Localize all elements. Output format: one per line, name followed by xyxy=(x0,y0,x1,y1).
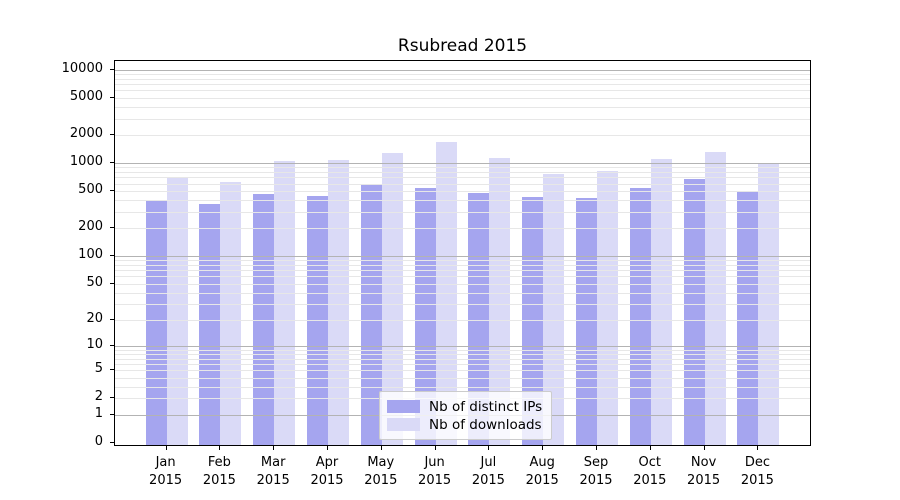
bar-distinct-ips-nov xyxy=(683,179,705,445)
bar-distinct-ips-dec xyxy=(737,191,759,445)
plot-area: Nb of distinct IPs Nb of downloads xyxy=(114,60,811,446)
x-tick-label: Apr 2015 xyxy=(310,455,344,488)
y-tick-mark xyxy=(110,413,115,415)
legend-label: Nb of distinct IPs xyxy=(429,398,543,415)
y-tick-label: 500 xyxy=(78,182,103,198)
legend-label: Nb of downloads xyxy=(429,416,542,433)
y-tick-label: 0 xyxy=(94,434,103,449)
y-tick-label: 20 xyxy=(86,310,103,326)
x-tick-label: Sep 2015 xyxy=(579,455,613,488)
minor-gridline xyxy=(115,97,810,99)
x-tick-label: Jan 2015 xyxy=(149,455,183,488)
x-tick-mark xyxy=(488,445,490,450)
bar-distinct-ips-oct xyxy=(629,187,651,445)
minor-gridline xyxy=(115,106,810,108)
x-axis: Jan 2015 Feb 2015 Mar 2015 Apr 2015 May 2015… xyxy=(114,445,811,497)
legend: Nb of distinct IPs Nb of downloads xyxy=(379,391,553,440)
bar-downloads-jul xyxy=(489,158,511,445)
x-tick-mark xyxy=(380,445,382,450)
y-tick-label: 2 xyxy=(94,389,103,405)
bar-distinct-ips-apr xyxy=(307,196,328,445)
bar-downloads-nov xyxy=(704,152,726,445)
y-tick-label: 10 xyxy=(86,336,103,352)
major-gridline xyxy=(115,69,810,71)
y-tick-label: 100 xyxy=(78,246,103,262)
y-tick-mark xyxy=(110,190,115,192)
minor-gridline xyxy=(115,90,810,92)
y-tick-mark xyxy=(110,369,115,371)
y-tick-mark xyxy=(110,96,115,98)
y-tick-label: 10000 xyxy=(61,60,103,76)
y-tick-mark xyxy=(110,227,115,229)
y-tick-label: 1 xyxy=(94,405,103,421)
bar-downloads-oct xyxy=(650,159,672,445)
x-tick-mark xyxy=(649,445,651,450)
bar-downloads-may xyxy=(381,152,403,445)
x-tick-label: Aug 2015 xyxy=(525,455,559,488)
legend-swatch xyxy=(387,418,420,431)
legend-swatch xyxy=(387,400,420,413)
bar-distinct-ips-feb xyxy=(199,204,221,445)
chart-title: Rsubread 2015 xyxy=(397,36,528,56)
x-tick-mark xyxy=(273,445,275,450)
x-tick-label: Mar 2015 xyxy=(256,455,290,488)
bar-downloads-feb xyxy=(220,181,242,445)
bar-downloads-aug xyxy=(543,173,565,445)
x-tick-label: Feb 2015 xyxy=(202,455,236,488)
y-tick-mark xyxy=(110,397,115,399)
y-tick-label: 2000 xyxy=(69,125,103,141)
bar-downloads-apr xyxy=(328,159,349,445)
y-tick-mark xyxy=(110,318,115,320)
x-tick-mark xyxy=(703,445,705,450)
x-tick-label: Oct 2015 xyxy=(633,455,667,488)
y-tick-mark xyxy=(110,282,115,284)
x-tick-mark xyxy=(219,445,221,450)
bar-downloads-dec xyxy=(758,164,780,445)
x-tick-label: Dec 2015 xyxy=(740,455,774,488)
bar-downloads-jan xyxy=(166,177,188,445)
bar-distinct-ips-sep xyxy=(576,198,597,445)
bar-distinct-ips-jun xyxy=(414,187,436,445)
minor-gridline xyxy=(115,134,810,136)
bar-distinct-ips-aug xyxy=(522,197,544,445)
bar-distinct-ips-jan xyxy=(145,200,167,445)
y-tick-label: 5 xyxy=(94,361,103,377)
y-tick-label: 1000 xyxy=(69,154,103,170)
y-tick-label: 5000 xyxy=(69,88,103,104)
x-tick-mark xyxy=(165,445,167,450)
minor-gridline xyxy=(115,84,810,86)
y-axis: 0 1 2 5 10 20 50 100 200 500 1000 2000 5000 10000 xyxy=(0,60,115,449)
minor-gridline xyxy=(115,118,810,120)
bar-distinct-ips-mar xyxy=(253,193,275,445)
x-tick-mark xyxy=(327,445,328,450)
bar-downloads-sep xyxy=(597,170,618,445)
y-tick-label: 200 xyxy=(78,219,103,235)
y-tick-mark xyxy=(110,344,115,346)
x-tick-label: May 2015 xyxy=(364,455,398,488)
y-tick-mark xyxy=(110,133,115,135)
x-tick-mark xyxy=(434,445,436,450)
y-tick-mark xyxy=(110,68,115,70)
minor-gridline xyxy=(115,74,810,76)
x-tick-mark xyxy=(542,445,544,450)
y-tick-mark xyxy=(110,254,115,256)
bar-downloads-mar xyxy=(274,161,296,445)
legend-item-downloads: Nb of downloads xyxy=(387,416,542,433)
x-tick-label: Jun 2015 xyxy=(418,455,452,488)
legend-item-distinct-ips: Nb of distinct IPs xyxy=(387,398,542,415)
y-tick-mark xyxy=(110,442,115,443)
bar-distinct-ips-may xyxy=(360,185,382,445)
minor-gridline xyxy=(115,78,810,80)
x-tick-mark xyxy=(757,445,759,450)
y-tick-label: 50 xyxy=(86,274,103,290)
y-tick-mark xyxy=(110,162,115,164)
x-tick-mark xyxy=(596,445,597,450)
x-tick-label: Jul 2015 xyxy=(471,455,505,488)
x-tick-label: Nov 2015 xyxy=(687,455,721,488)
